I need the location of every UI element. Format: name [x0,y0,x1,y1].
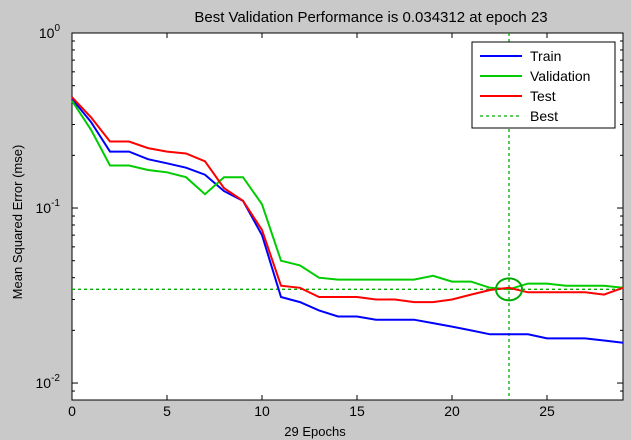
y-tick-label: 100 [39,23,61,41]
x-tick-label: 15 [349,403,365,419]
legend-label-validation: Validation [530,68,590,84]
y-tick-base: 10 [39,25,55,41]
best-point-group [495,277,523,302]
y-tick-exponent: -1 [51,198,60,209]
series-line-train [71,98,624,344]
x-tick-label: 5 [163,403,171,419]
x-tick-label: 10 [254,403,270,419]
grid-lines [72,40,623,392]
x-tick-label: 20 [444,403,460,419]
legend-label-test: Test [530,88,556,104]
y-tick-base: 10 [36,200,52,216]
y-tick-exponent: -2 [51,373,60,384]
legend-label-train: Train [530,48,561,64]
y-tick-label: 10-2 [36,373,61,391]
series-line-validation [71,100,624,291]
y-axis-label: Mean Squared Error (mse) [10,145,25,300]
x-tick-label: 25 [539,403,555,419]
chart-title: Best Validation Performance is 0.034312 … [194,9,547,26]
x-axis-label: 29 Epochs [284,424,346,439]
legend-label-best: Best [530,108,558,124]
best-point-circle [495,277,523,302]
series-line-test [71,96,624,304]
y-tick-label: 10-1 [36,198,61,216]
y-tick-base: 10 [36,375,52,391]
series-lines [71,96,624,344]
x-tick-label: 0 [68,403,76,419]
legend: Train Validation Test Best [471,41,616,129]
y-tick-exponent: 0 [54,23,60,34]
